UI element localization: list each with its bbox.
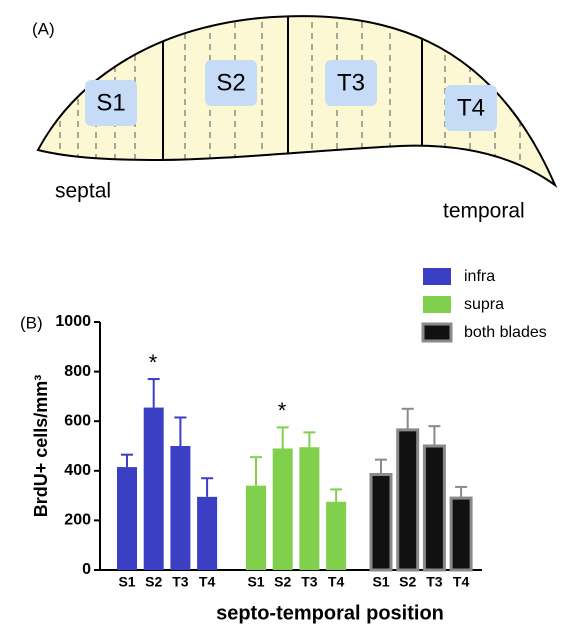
bar [326, 502, 346, 570]
bar [197, 497, 217, 570]
bar [117, 467, 137, 570]
region-label: T3 [337, 69, 365, 96]
end-label: temporal [443, 200, 525, 223]
bar [246, 486, 266, 570]
panel-label: (B) [20, 313, 43, 332]
y-tick-label: 600 [64, 412, 91, 429]
bar [424, 446, 444, 570]
y-tick-label: 200 [64, 512, 91, 529]
bar [170, 446, 190, 570]
x-tick-label: S1 [372, 574, 389, 590]
bar [299, 447, 319, 570]
legend-swatch [423, 324, 451, 341]
bar [144, 408, 164, 570]
x-tick-label: S1 [247, 574, 264, 590]
bar [451, 498, 471, 570]
x-tick-label: T4 [328, 574, 345, 590]
x-tick-label: T4 [453, 574, 470, 590]
x-tick-label: T3 [301, 574, 318, 590]
y-tick-label: 1000 [55, 313, 91, 330]
x-tick-label: S2 [145, 574, 162, 590]
bar [273, 448, 293, 570]
x-axis-title: septo-temporal position [216, 602, 444, 624]
region-label: S1 [96, 89, 125, 116]
region-label: S2 [216, 69, 245, 96]
legend-label: both blades [464, 324, 547, 341]
y-tick-label: 0 [82, 561, 91, 578]
y-tick-label: 400 [64, 462, 91, 479]
end-label: septal [55, 180, 111, 203]
y-axis-title: BrdU+ cells/mm³ [31, 375, 51, 518]
annotation: * [149, 350, 158, 375]
x-tick-label: T3 [172, 574, 189, 590]
region-label: T4 [457, 94, 485, 121]
x-tick-label: S1 [118, 574, 135, 590]
panel-label: (A) [32, 19, 55, 38]
x-tick-label: T3 [426, 574, 443, 590]
legend-swatch [423, 268, 451, 285]
figure: (A) S1 S2 T3 T4 septal temporal (B) 0 200 400 6… [0, 0, 584, 632]
x-tick-label: S2 [399, 574, 416, 590]
x-tick-label: T4 [199, 574, 216, 590]
bar [371, 475, 391, 570]
y-tick-label: 800 [64, 363, 91, 380]
annotation: * [278, 398, 287, 423]
legend-label: supra [464, 296, 504, 313]
bar [398, 430, 418, 570]
legend-swatch [423, 296, 451, 313]
legend-label: infra [464, 268, 495, 285]
x-tick-label: S2 [274, 574, 291, 590]
